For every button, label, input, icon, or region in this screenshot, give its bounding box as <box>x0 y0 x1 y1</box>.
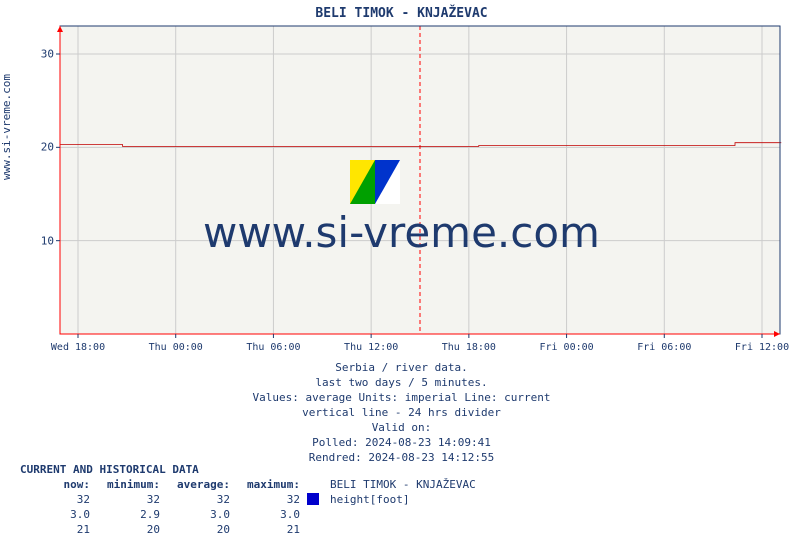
footer-line-3: Values: average Units: imperial Line: cu… <box>0 390 803 405</box>
x-tick-label: Fri 00:00 <box>539 342 593 353</box>
chart-footer: Serbia / river data. last two days / 5 m… <box>0 360 803 465</box>
table-cell: 32 <box>90 492 160 507</box>
table-cell: 21 <box>230 522 300 537</box>
table-cell: 20 <box>90 522 160 537</box>
table-col-header: average: <box>160 477 230 492</box>
data-table: CURRENT AND HISTORICAL DATA now:minimum:… <box>20 462 476 537</box>
watermark-text: www.si-vreme.com <box>0 208 803 257</box>
footer-line-4: vertical line - 24 hrs divider <box>0 405 803 420</box>
data-table-columns-row: now:minimum:average:maximum: BELI TIMOK -… <box>20 477 476 492</box>
table-cell: 32 <box>230 492 300 507</box>
x-tick-label: Wed 18:00 <box>51 342 105 353</box>
table-cell: 2.9 <box>90 507 160 522</box>
x-tick-label: Thu 00:00 <box>149 342 203 353</box>
x-tick-label: Fri 12:00 <box>735 342 789 353</box>
table-row: 3.02.93.03.0 <box>20 507 476 522</box>
table-row: 32323232height[foot] <box>20 492 476 507</box>
table-cell: 3.0 <box>230 507 300 522</box>
site-logo-icon <box>350 160 400 204</box>
x-tick-label: Thu 12:00 <box>344 342 398 353</box>
data-table-header: CURRENT AND HISTORICAL DATA <box>20 462 476 477</box>
table-col-header: minimum: <box>90 477 160 492</box>
table-col-header: maximum: <box>230 477 300 492</box>
table-row: 21202021 <box>20 522 476 537</box>
table-series-value-label: height[foot] <box>330 493 409 506</box>
legend-swatch-icon <box>307 493 319 505</box>
table-cell: 3.0 <box>160 507 230 522</box>
footer-line-6: Polled: 2024-08-23 14:09:41 <box>0 435 803 450</box>
chart-area: 102030Wed 18:00Thu 00:00Thu 06:00Thu 12:… <box>60 26 780 334</box>
table-col-header: now: <box>20 477 90 492</box>
y-tick-label: 30 <box>24 48 54 61</box>
footer-line-1: Serbia / river data. <box>0 360 803 375</box>
footer-line-5: Valid on: <box>0 420 803 435</box>
y-axis-source-label: www.si-vreme.com <box>0 74 13 180</box>
chart-svg <box>54 20 792 346</box>
x-tick-label: Fri 06:00 <box>637 342 691 353</box>
chart-title: BELI TIMOK - KNJAŽEVAC <box>0 6 803 21</box>
table-cell: 20 <box>160 522 230 537</box>
table-cell: 32 <box>160 492 230 507</box>
x-tick-label: Thu 06:00 <box>246 342 300 353</box>
table-cell: 3.0 <box>20 507 90 522</box>
y-tick-label: 20 <box>24 141 54 154</box>
x-tick-label: Thu 18:00 <box>442 342 496 353</box>
table-series-label: BELI TIMOK - KNJAŽEVAC <box>330 478 476 491</box>
table-cell: 32 <box>20 492 90 507</box>
table-cell: 21 <box>20 522 90 537</box>
footer-line-2: last two days / 5 minutes. <box>0 375 803 390</box>
